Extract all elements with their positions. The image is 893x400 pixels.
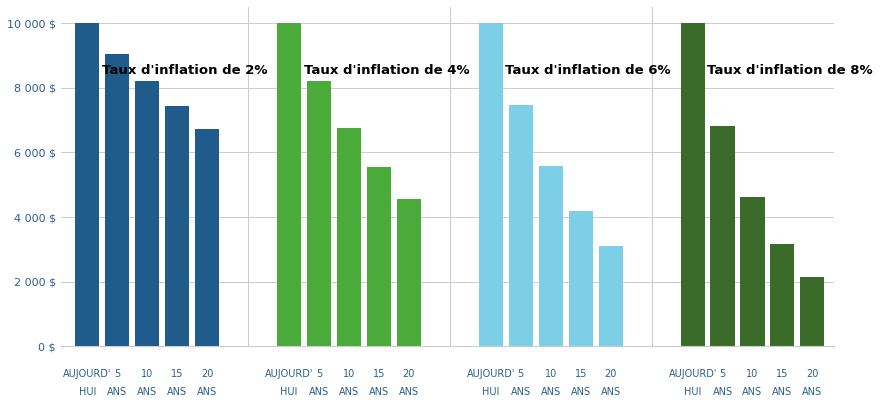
Text: 5: 5 [114, 369, 121, 379]
Bar [75, 23, 99, 346]
Text: ANS: ANS [138, 387, 157, 397]
Bar [367, 167, 391, 346]
Text: ANS: ANS [802, 387, 822, 397]
Bar [569, 212, 593, 346]
Text: ANS: ANS [339, 387, 359, 397]
Text: 15: 15 [372, 369, 385, 379]
Text: Taux d'inflation de 8%: Taux d'inflation de 8% [707, 64, 872, 76]
Text: ANS: ANS [309, 387, 330, 397]
Text: 20: 20 [201, 369, 213, 379]
Bar [396, 199, 421, 346]
Text: Taux d'inflation de 2%: Taux d'inflation de 2% [102, 64, 267, 76]
Bar [105, 54, 129, 346]
Text: 5: 5 [720, 369, 726, 379]
Text: ANS: ANS [571, 387, 590, 397]
Text: ANS: ANS [600, 387, 621, 397]
Text: Taux d'inflation de 4%: Taux d'inflation de 4% [304, 64, 469, 76]
Text: ANS: ANS [369, 387, 389, 397]
Text: AUJOURD': AUJOURD' [265, 369, 313, 379]
Bar [509, 105, 533, 346]
Text: ANS: ANS [167, 387, 188, 397]
Bar [771, 244, 795, 346]
Text: 20: 20 [605, 369, 617, 379]
Text: ANS: ANS [772, 387, 792, 397]
Bar [538, 166, 563, 346]
Text: ANS: ANS [107, 387, 128, 397]
Text: HUI: HUI [79, 387, 96, 397]
Bar [195, 129, 219, 346]
Text: ANS: ANS [742, 387, 763, 397]
Bar [740, 197, 764, 346]
Text: ANS: ANS [713, 387, 732, 397]
Text: 15: 15 [171, 369, 183, 379]
Bar [800, 277, 824, 346]
Text: AUJOURD': AUJOURD' [63, 369, 112, 379]
Text: 5: 5 [316, 369, 322, 379]
Bar [165, 106, 189, 346]
Text: 20: 20 [806, 369, 819, 379]
Text: ANS: ANS [197, 387, 217, 397]
Bar [711, 126, 735, 346]
Text: ANS: ANS [511, 387, 530, 397]
Text: 5: 5 [518, 369, 524, 379]
Text: 10: 10 [343, 369, 355, 379]
Bar [337, 128, 361, 346]
Text: HUI: HUI [280, 387, 297, 397]
Bar [680, 23, 705, 346]
Bar [479, 23, 503, 346]
Text: Taux d'inflation de 6%: Taux d'inflation de 6% [505, 64, 671, 76]
Text: 20: 20 [403, 369, 415, 379]
Text: HUI: HUI [482, 387, 499, 397]
Bar [307, 81, 331, 346]
Bar [135, 81, 159, 346]
Text: 10: 10 [747, 369, 758, 379]
Text: HUI: HUI [684, 387, 701, 397]
Text: 15: 15 [776, 369, 789, 379]
Text: ANS: ANS [399, 387, 419, 397]
Text: 10: 10 [141, 369, 154, 379]
Text: AUJOURD': AUJOURD' [467, 369, 515, 379]
Text: 10: 10 [545, 369, 557, 379]
Bar [598, 246, 622, 346]
Text: AUJOURD': AUJOURD' [669, 369, 717, 379]
Text: ANS: ANS [540, 387, 561, 397]
Bar [277, 23, 301, 346]
Text: 15: 15 [574, 369, 587, 379]
